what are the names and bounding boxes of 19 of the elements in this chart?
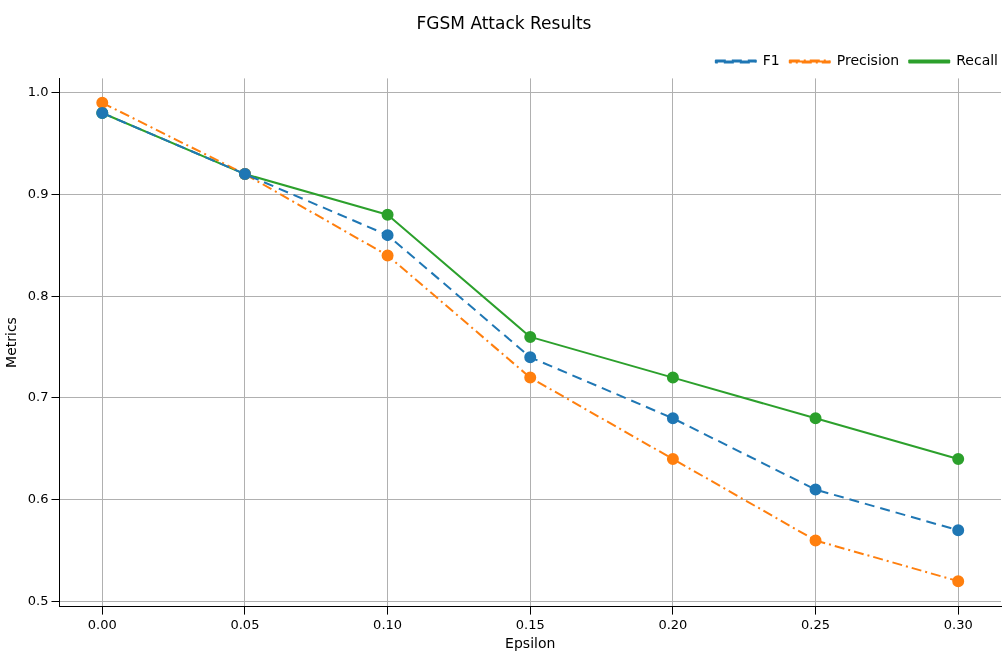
y-tick-label: 0.5 [27,592,49,608]
y-tick-label: 0.9 [27,185,49,201]
x-tick-label: 0.05 [230,616,260,632]
x-tick-label: 0.00 [87,616,117,632]
y-tick-label: 0.7 [27,389,49,405]
x-axis-title: Epsilon [505,635,556,652]
x-tick-label: 0.30 [943,616,973,632]
x-tick-label: 0.25 [801,616,831,632]
y-tick-label: 0.8 [27,287,49,303]
x-tick-label: 0.15 [515,616,545,632]
legend-label: F1 [762,52,780,69]
chart-title: FGSM Attack Results [416,12,592,33]
y-tick-label: 0.6 [27,491,49,507]
x-tick-label: 0.10 [373,616,403,632]
legend-label: Recall [956,52,999,69]
x-tick-label: 0.20 [658,616,688,632]
legend-label: Precision [836,52,900,69]
y-tick-label: 1.0 [27,84,49,100]
y-axis-title: Metrics [3,317,20,368]
